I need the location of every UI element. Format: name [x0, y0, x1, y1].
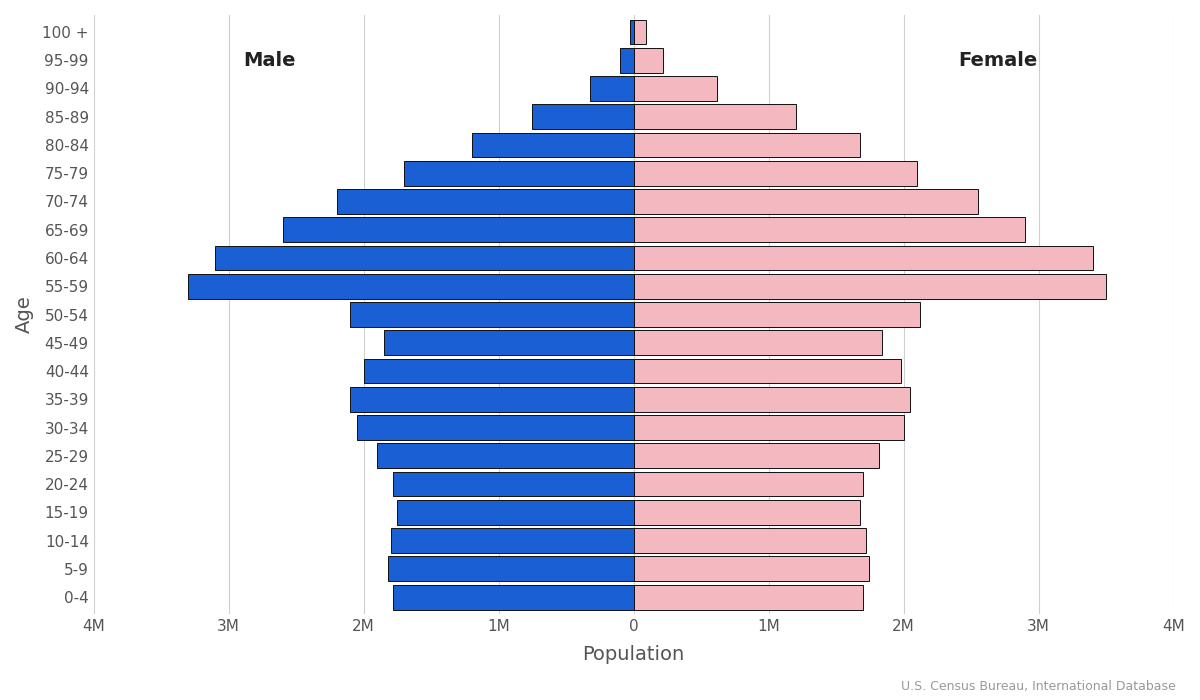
- Bar: [634, 330, 882, 355]
- Bar: [356, 415, 634, 440]
- Text: U.S. Census Bureau, International Database: U.S. Census Bureau, International Databa…: [901, 680, 1176, 693]
- Bar: [634, 584, 863, 610]
- Bar: [634, 104, 796, 130]
- Bar: [388, 556, 634, 581]
- Bar: [634, 358, 901, 384]
- Bar: [350, 387, 634, 412]
- Bar: [634, 20, 646, 44]
- Bar: [283, 217, 634, 242]
- Bar: [215, 246, 634, 270]
- Bar: [394, 584, 634, 610]
- Bar: [394, 472, 634, 496]
- Bar: [472, 132, 634, 158]
- Bar: [634, 415, 904, 440]
- X-axis label: Population: Population: [582, 645, 685, 664]
- Bar: [620, 48, 634, 73]
- Bar: [630, 20, 634, 44]
- Bar: [364, 358, 634, 384]
- Y-axis label: Age: Age: [14, 295, 34, 333]
- Bar: [634, 274, 1106, 299]
- Bar: [188, 274, 634, 299]
- Bar: [590, 76, 634, 101]
- Bar: [634, 387, 911, 412]
- Bar: [634, 189, 978, 214]
- Bar: [634, 132, 860, 158]
- Bar: [384, 330, 634, 355]
- Bar: [634, 217, 1025, 242]
- Text: Male: Male: [242, 50, 295, 70]
- Bar: [350, 302, 634, 327]
- Text: Female: Female: [959, 50, 1038, 70]
- Bar: [634, 161, 917, 186]
- Bar: [391, 528, 634, 553]
- Bar: [634, 48, 664, 73]
- Bar: [634, 472, 863, 496]
- Bar: [634, 246, 1093, 270]
- Bar: [634, 556, 869, 581]
- Bar: [634, 528, 866, 553]
- Bar: [634, 302, 920, 327]
- Bar: [634, 443, 880, 468]
- Bar: [634, 500, 860, 525]
- Bar: [634, 76, 718, 101]
- Bar: [533, 104, 634, 130]
- Bar: [377, 443, 634, 468]
- Bar: [397, 500, 634, 525]
- Bar: [337, 189, 634, 214]
- Bar: [404, 161, 634, 186]
